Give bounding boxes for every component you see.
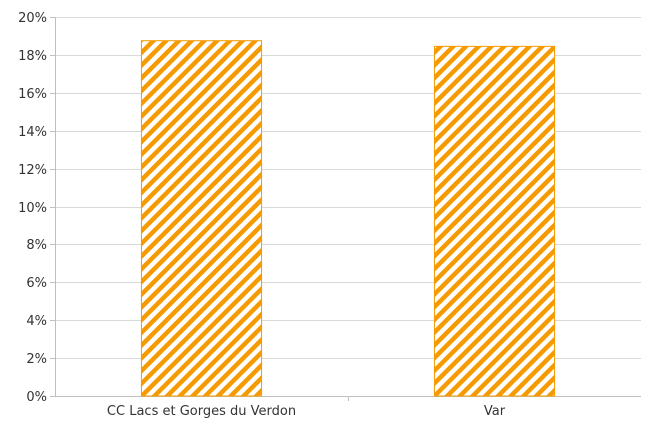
y-tick-label: 20% bbox=[18, 11, 47, 26]
y-tick-label: 0% bbox=[26, 390, 47, 405]
y-tick-label: 14% bbox=[18, 125, 47, 140]
y-tick-label: 4% bbox=[26, 314, 47, 329]
x-category-label: Var bbox=[484, 404, 506, 419]
y-tick-label: 2% bbox=[26, 352, 47, 367]
bar bbox=[140, 40, 263, 397]
y-tick-label: 8% bbox=[26, 238, 47, 253]
labels: 0% 2% 4% 6% 8% 10% 12% 14% 16% 18% 20% CC Lacs et G… bbox=[18, 11, 506, 419]
bar bbox=[433, 45, 556, 397]
y-tick-label: 12% bbox=[18, 163, 47, 178]
y-tick-label: 16% bbox=[18, 87, 47, 102]
bars bbox=[140, 40, 556, 397]
x-category-label: CC Lacs et Gorges du Verdon bbox=[107, 404, 296, 419]
y-tick-label: 10% bbox=[18, 201, 47, 216]
y-tick-label: 18% bbox=[18, 49, 47, 64]
y-tick-label: 6% bbox=[26, 276, 47, 291]
